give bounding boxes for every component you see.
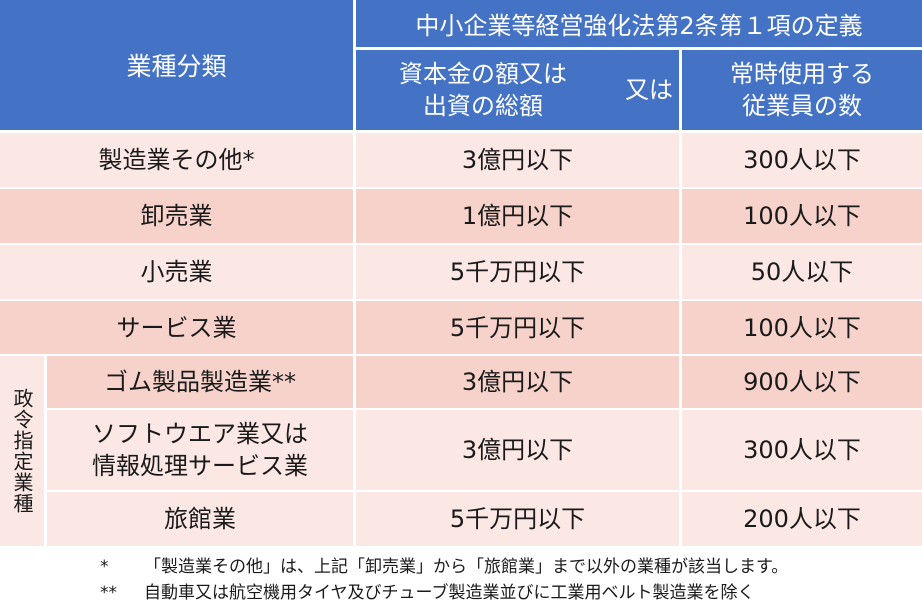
row-band-4 xyxy=(0,301,922,354)
row-band-1 xyxy=(0,133,922,187)
category-cell: 小売業 xyxy=(140,258,213,286)
category-cell: 旅館業 xyxy=(164,505,236,533)
capital-cell: 5千万円以下 xyxy=(449,258,586,286)
employees-cell: 200人以下 xyxy=(743,505,861,533)
row-band-5 xyxy=(0,356,922,408)
column-divider-1 xyxy=(353,133,356,546)
capital-cell: 3億円以下 xyxy=(461,436,574,464)
capital-cell: 1億円以下 xyxy=(461,202,574,230)
category-cell: サービス業 xyxy=(116,313,237,342)
employees-header-line2: 従業員の数 xyxy=(742,92,862,120)
row-band-6 xyxy=(0,410,922,490)
or-label: 又は xyxy=(625,76,673,104)
employees-cell: 50人以下 xyxy=(750,258,854,286)
capital-cell: 3億円以下 xyxy=(461,146,574,174)
employees-cell: 300人以下 xyxy=(743,436,861,464)
designated-industries-label: 政令指定業種 xyxy=(0,356,44,546)
category-cell-line2: 情報処理サービス業 xyxy=(92,452,308,480)
row-band-3 xyxy=(0,245,922,299)
capital-cell: 3億円以下 xyxy=(461,368,574,396)
footnote-mark: * xyxy=(100,557,109,577)
column-divider-2 xyxy=(679,133,682,546)
category-cell: 卸売業 xyxy=(140,202,213,230)
capital-header: 資本金の額又は 出資の総額 又は xyxy=(356,50,679,130)
side-label-divider xyxy=(44,356,47,546)
footnote-mark: ** xyxy=(100,583,117,603)
employees-header: 常時使用する 従業員の数 xyxy=(682,50,922,130)
category-header-label: 業種分類 xyxy=(126,52,227,81)
row-band-2 xyxy=(0,189,922,243)
employees-cell: 100人以下 xyxy=(743,313,861,342)
category-cell: ゴム製品製造業** xyxy=(104,368,296,396)
footnote-text: 自動車又は航空機用タイヤ及びチューブ製造業並びに工業用ベルト製造業を除く xyxy=(144,583,755,603)
employees-cell: 100人以下 xyxy=(743,202,861,230)
employees-cell: 900人以下 xyxy=(743,368,861,396)
category-header: 業種分類 xyxy=(0,0,353,130)
footnote-text: 「製造業その他」は、上記「卸売業」から「旅館業」まで以外の業種が該当します。 xyxy=(144,557,789,577)
footnote-1: * 「製造業その他」は、上記「卸売業」から「旅館業」まで以外の業種が該当します。 xyxy=(100,552,788,577)
capital-header-line1: 資本金の額又は xyxy=(399,60,567,88)
definition-title: 中小企業等経営強化法第2条第１項の定義 xyxy=(356,0,922,47)
employees-cell: 300人以下 xyxy=(743,146,861,174)
row-band-7 xyxy=(0,492,922,546)
definition-title-text: 中小企業等経営強化法第2条第１項の定義 xyxy=(415,12,863,40)
category-cell: ソフトウエア業又は 情報処理サービス業 xyxy=(47,410,353,490)
category-cell: 製造業その他* xyxy=(98,146,255,174)
capital-cell: 5千万円以下 xyxy=(449,313,586,342)
category-cell-line1: ソフトウエア業又は xyxy=(92,420,308,448)
capital-header-line2: 出資の総額 xyxy=(423,92,543,120)
footnote-2: ** 自動車又は航空機用タイヤ及びチューブ製造業並びに工業用ベルト製造業を除く xyxy=(100,578,754,603)
employees-header-line1: 常時使用する xyxy=(730,60,874,88)
capital-cell: 5千万円以下 xyxy=(449,505,586,533)
